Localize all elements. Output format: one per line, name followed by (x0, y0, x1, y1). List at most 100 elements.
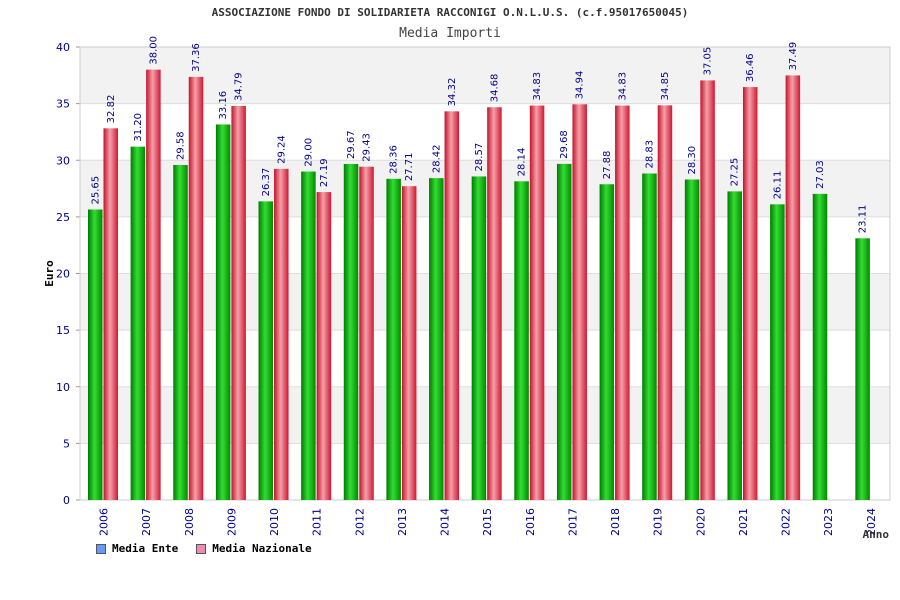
legend-label-media-ente: Media Ente (112, 542, 179, 555)
bar-media-ente (855, 238, 870, 501)
data-label-media-nazionale: 34.83 (617, 72, 628, 101)
bar-media-ente (812, 193, 828, 500)
y-tick-label: 25 (56, 211, 70, 224)
y-tick-label: 0 (63, 494, 70, 507)
data-label-media-ente: 33.16 (218, 91, 229, 120)
bar-media-nazionale (359, 166, 374, 500)
x-tick-label: 2010 (268, 508, 281, 536)
bar-media-ente (301, 171, 316, 500)
data-label-media-ente: 28.14 (517, 148, 528, 177)
bar-media-ente (770, 204, 785, 500)
y-tick-label: 5 (63, 437, 70, 450)
legend-label-media-nazionale: Media Nazionale (212, 542, 312, 555)
bar-media-nazionale (572, 104, 587, 500)
data-label-media-nazionale: 29.24 (276, 135, 287, 164)
data-label-media-ente: 27.03 (815, 160, 826, 189)
data-label-media-nazionale: 34.68 (489, 74, 500, 103)
data-label-media-nazionale: 27.19 (319, 158, 330, 187)
y-tick-label: 20 (56, 268, 70, 281)
x-tick-label: 2014 (439, 508, 452, 536)
bar-media-ente (556, 163, 572, 500)
data-label-media-nazionale: 34.32 (447, 78, 458, 107)
x-tick-label: 2020 (694, 508, 707, 536)
x-tick-label: 2006 (98, 508, 111, 536)
bar-media-ente (258, 201, 274, 501)
bar-media-nazionale (188, 76, 204, 500)
bar-media-ente (173, 165, 188, 500)
bar-media-ente (88, 209, 103, 501)
chart-subtitle: Media Importi (399, 26, 501, 41)
bar-media-ente (429, 178, 444, 500)
y-tick-label: 10 (56, 381, 70, 394)
bar-media-nazionale (146, 69, 161, 501)
legend-swatch-media-nazionale (196, 543, 207, 554)
bar-media-nazionale (700, 80, 715, 500)
legend-item-media-nazionale: Media Nazionale (196, 542, 312, 555)
x-tick-label: 2016 (524, 508, 537, 536)
y-axis-label: Euro (43, 260, 56, 287)
bar-media-ente (386, 178, 401, 500)
data-label-media-ente: 28.57 (474, 143, 485, 172)
bar-media-nazionale (487, 107, 502, 501)
data-label-media-ente: 27.88 (602, 151, 613, 180)
y-tick-label: 30 (56, 154, 70, 167)
data-label-media-nazionale: 27.71 (404, 153, 415, 182)
data-label-media-ente: 29.00 (303, 138, 314, 167)
data-label-media-nazionale: 34.83 (532, 72, 543, 101)
data-label-media-nazionale: 32.82 (106, 95, 117, 124)
bar-media-nazionale (231, 106, 246, 501)
data-label-media-nazionale: 37.36 (191, 43, 202, 72)
x-tick-label: 2012 (353, 508, 366, 536)
bar-media-ente (642, 173, 657, 500)
data-label-media-nazionale: 29.43 (362, 133, 373, 162)
bar-media-ente (514, 181, 529, 500)
bar-media-ente (684, 179, 700, 500)
x-tick-label: 2021 (737, 508, 750, 536)
data-label-media-ente: 28.36 (389, 145, 400, 174)
data-label-media-nazionale: 37.49 (788, 42, 799, 71)
bar-media-ente (343, 163, 359, 500)
data-label-media-ente: 28.30 (687, 146, 698, 175)
bar-media-nazionale (316, 192, 332, 501)
bar-media-nazionale (444, 111, 460, 501)
x-tick-label: 2019 (652, 508, 665, 536)
data-label-media-nazionale: 34.94 (575, 71, 586, 100)
x-tick-label: 2015 (481, 508, 494, 536)
bar-media-ente (130, 146, 146, 500)
bar-media-ente (471, 176, 487, 500)
data-label-media-ente: 29.68 (559, 130, 570, 159)
data-label-media-ente: 31.20 (133, 113, 144, 142)
data-label-media-ente: 26.11 (772, 171, 783, 200)
x-tick-label: 2022 (780, 508, 793, 536)
x-tick-label: 2008 (183, 508, 196, 536)
bar-media-nazionale (615, 105, 630, 501)
bar-media-nazionale (785, 75, 801, 500)
y-tick-label: 35 (56, 98, 70, 111)
x-tick-label: 2011 (311, 508, 324, 536)
x-tick-label: 2017 (566, 508, 579, 536)
legend: Media Ente Media Nazionale (96, 542, 312, 555)
x-tick-label: 2009 (225, 508, 238, 536)
data-label-media-nazionale: 34.79 (234, 72, 245, 101)
bar-media-ente (215, 124, 231, 500)
bar-media-ente (599, 184, 615, 500)
x-tick-label: 2018 (609, 508, 622, 536)
bar-media-nazionale (401, 186, 417, 500)
bar-media-nazionale (274, 168, 289, 500)
data-label-media-nazionale: 36.46 (745, 53, 756, 82)
data-label-media-ente: 27.25 (730, 158, 741, 187)
data-label-media-ente: 28.42 (431, 145, 442, 174)
x-tick-label: 2023 (822, 508, 835, 536)
bar-media-nazionale (657, 105, 673, 500)
x-tick-label: 2007 (140, 508, 153, 536)
x-tick-label: 2024 (865, 508, 878, 536)
data-label-media-ente: 26.37 (261, 168, 272, 197)
bar-media-nazionale (742, 87, 758, 500)
data-label-media-ente: 23.11 (858, 205, 869, 234)
data-label-media-nazionale: 38.00 (148, 36, 159, 65)
data-label-media-nazionale: 37.05 (703, 47, 714, 76)
chart-title: ASSOCIAZIONE FONDO DI SOLIDARIETA RACCON… (211, 6, 689, 19)
x-tick-label: 2013 (396, 508, 409, 536)
data-label-media-ente: 29.58 (176, 131, 187, 160)
